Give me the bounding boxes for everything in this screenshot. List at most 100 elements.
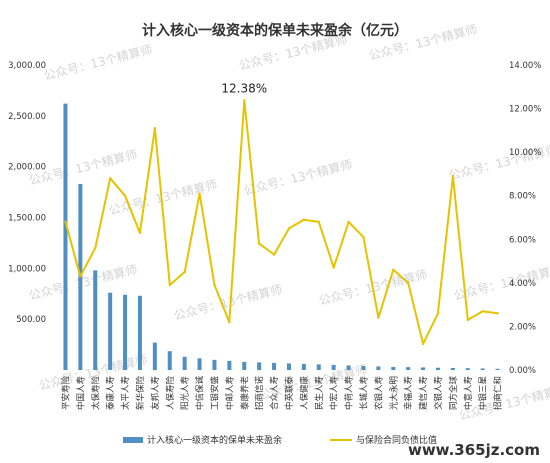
line-point xyxy=(496,312,499,315)
right-tick-label: 0.00% xyxy=(509,366,536,376)
category-label: 中荷人寿 xyxy=(344,376,355,411)
bar xyxy=(495,368,500,370)
category-label: 阳光人寿 xyxy=(180,376,191,411)
bar xyxy=(197,358,202,370)
bar xyxy=(450,367,455,370)
left-tick-label: 500.00 xyxy=(16,315,46,325)
category-label: 新华保险 xyxy=(135,376,146,411)
legend: 计入核心一级资本的保单未来盈余 与保险合同负债比值 xyxy=(123,434,437,446)
bar xyxy=(286,363,291,370)
category-label: 平安寿险 xyxy=(60,376,71,411)
bar-series xyxy=(63,103,500,370)
peak-annotation: 12.38% xyxy=(221,81,267,95)
site-watermark: www.365jz.com xyxy=(408,441,540,459)
category-label: 长城人寿 xyxy=(358,376,369,411)
line-point xyxy=(451,174,455,178)
line-point xyxy=(198,192,201,195)
right-tick-label: 14.00% xyxy=(509,61,541,71)
watermark-layer: 公众号：13个精算师 公众号：13个精算师 公众号：13个精算师公众号：13个精算师… xyxy=(27,21,550,422)
category-label: 同方全球 xyxy=(448,376,459,411)
category-label: 泰康养老 xyxy=(239,376,250,411)
line-point xyxy=(317,220,320,224)
legend-line-label: 与保险合同负债比值 xyxy=(356,434,437,446)
category-label: 农银人寿 xyxy=(373,376,384,411)
line-point xyxy=(123,194,127,197)
left-axis: 500.00 1,000.00 1,500.00 2,000.00 2,500.00 3,… xyxy=(8,61,46,325)
bar xyxy=(137,295,142,370)
line-point xyxy=(302,218,306,221)
line-point xyxy=(287,227,291,230)
line-point xyxy=(362,235,365,239)
line-point xyxy=(332,266,335,269)
line-point xyxy=(481,309,484,313)
line-point xyxy=(466,318,469,322)
category-label: 招商仁和 xyxy=(493,376,504,410)
line-point xyxy=(108,177,112,180)
bar xyxy=(227,360,232,370)
right-axis: 0.00% 2.00% 4.00% 6.00% 8.00% 10.00% 12.00% 14.… xyxy=(509,61,541,376)
bar xyxy=(361,365,366,370)
category-label: 中国人寿 xyxy=(75,376,86,411)
bar xyxy=(182,356,187,370)
category-label: 交银人寿 xyxy=(433,376,444,411)
line-point xyxy=(377,316,380,319)
line-path xyxy=(64,99,498,345)
line-point xyxy=(347,220,350,224)
bar xyxy=(391,366,396,370)
bar xyxy=(242,361,247,370)
left-tick-label: 2,000.00 xyxy=(8,163,46,173)
bar xyxy=(93,270,98,370)
category-label: 光大永明 xyxy=(388,376,399,410)
line-point xyxy=(153,126,157,130)
category-label: 工银安盛 xyxy=(209,376,220,411)
line-point xyxy=(392,268,395,271)
bar xyxy=(406,367,411,370)
bar xyxy=(301,363,306,370)
bar xyxy=(331,364,336,370)
right-tick-label: 2.00% xyxy=(509,322,536,332)
bar xyxy=(63,103,68,370)
line-point xyxy=(79,275,82,278)
bar xyxy=(167,351,172,370)
left-tick-label: 3,000.00 xyxy=(8,61,46,71)
category-label: 人保健康 xyxy=(299,376,310,411)
line-point xyxy=(228,320,231,324)
legend-bar-swatch xyxy=(123,437,143,443)
category-label: 中英联泰 xyxy=(284,376,295,411)
bar xyxy=(123,294,128,370)
bar xyxy=(272,362,277,370)
category-label: 太平人寿 xyxy=(120,376,131,411)
bar xyxy=(346,365,351,370)
category-label: 民生人寿 xyxy=(314,376,325,411)
category-label: 泰康人寿 xyxy=(105,376,116,411)
legend-bar-label: 计入核心一级资本的保单未来盈余 xyxy=(147,434,282,446)
line-point xyxy=(243,99,246,102)
chart-title: 计入核心一级资本的保单未来盈余（亿元） xyxy=(142,22,408,39)
category-label: 合众人寿 xyxy=(269,376,280,411)
category-label: 幸福人寿 xyxy=(403,376,414,411)
right-tick-label: 4.00% xyxy=(509,279,536,289)
left-tick-label: 1,500.00 xyxy=(8,214,46,224)
line-point xyxy=(183,270,186,274)
line-point xyxy=(94,246,97,250)
bar xyxy=(152,342,157,370)
right-tick-label: 10.00% xyxy=(509,148,541,158)
bar xyxy=(257,362,262,370)
line-point xyxy=(272,253,276,256)
bar xyxy=(316,364,321,370)
right-tick-label: 8.00% xyxy=(509,192,536,202)
bar xyxy=(435,367,440,370)
right-tick-label: 6.00% xyxy=(509,235,536,245)
line-point xyxy=(421,342,425,346)
line-point xyxy=(168,283,171,287)
bar xyxy=(421,367,426,370)
category-label: 中宏人寿 xyxy=(329,376,340,411)
category-label: 建信人寿 xyxy=(418,376,429,411)
left-tick-label: 2,500.00 xyxy=(8,112,46,122)
watermark-text: 公众号：13个精算师 xyxy=(242,156,354,197)
category-label: 中信保诚 xyxy=(195,376,206,411)
bar xyxy=(212,359,217,370)
category-label: 中意人寿 xyxy=(463,376,474,411)
category-label: 中邮人寿 xyxy=(224,376,235,411)
category-label: 人保寿险 xyxy=(165,376,176,411)
